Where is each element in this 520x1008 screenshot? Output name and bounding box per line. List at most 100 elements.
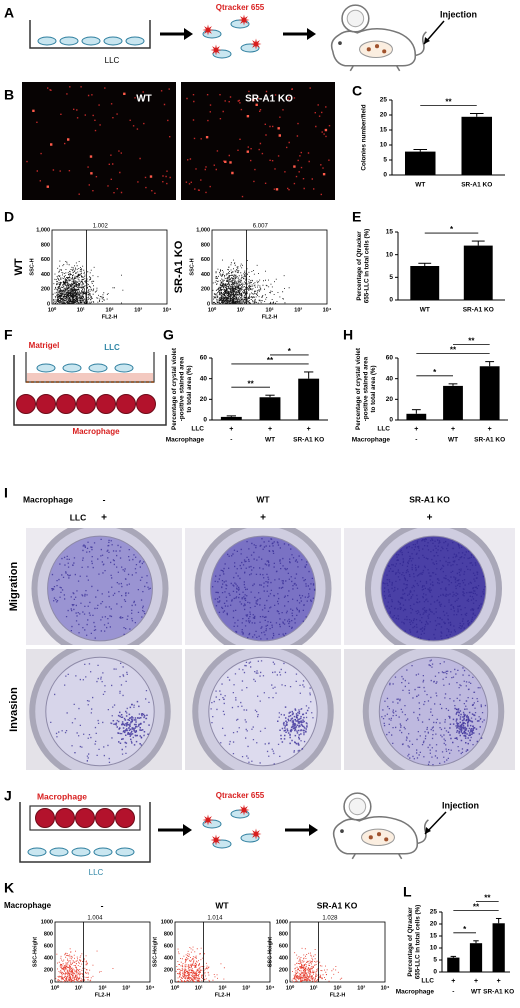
- row-label: Macrophage: [396, 989, 435, 996]
- y-axis-label: SSC-H: [189, 258, 195, 275]
- significance-label: **: [248, 379, 255, 388]
- mouse: [330, 4, 428, 72]
- x-tick-label: 10²: [334, 984, 342, 991]
- cell: [81, 36, 101, 46]
- cell: [62, 363, 82, 373]
- y-axis-label: SSC-Height: [267, 937, 273, 967]
- y-tick-label: 200: [279, 967, 288, 973]
- qtracker-star: [210, 834, 222, 846]
- y-tick-label: 1000: [41, 919, 53, 925]
- row-label: Macrophage: [352, 437, 391, 444]
- x-tick-label: WT: [420, 307, 430, 314]
- label: Qtracker 655: [216, 3, 265, 12]
- row-header: LLC: [70, 512, 87, 522]
- condition-label: +: [497, 978, 501, 985]
- panel-letter: J: [4, 788, 12, 804]
- cell-clump: [277, 706, 309, 750]
- y-tick-label: 400: [44, 955, 53, 961]
- x-axis-label: FL2-H: [262, 314, 278, 320]
- condition-label: +: [268, 426, 272, 433]
- gate-percentage: 6.007: [253, 224, 269, 230]
- y-tick-label: 5: [433, 957, 437, 964]
- y-tick-label: 1,000: [36, 227, 50, 233]
- y-tick-label: 25: [380, 97, 388, 104]
- y-tick-label: 0: [389, 297, 393, 304]
- cell: [36, 363, 56, 373]
- y-tick-label: 15: [430, 933, 438, 940]
- gate-percentage: 1.028: [322, 916, 338, 922]
- y-tick-label: 1,000: [196, 227, 210, 233]
- flow-events: [55, 948, 114, 983]
- y-tick-label: 1000: [161, 919, 173, 925]
- bar: [404, 151, 436, 175]
- plot-label: WT: [215, 900, 229, 910]
- panel-letter: I: [4, 485, 8, 501]
- x-axis-label: FL2-H: [95, 992, 111, 998]
- x-tick-label: -: [415, 437, 417, 444]
- significance-label: **: [450, 346, 457, 355]
- macrophage: [16, 394, 36, 414]
- macrophage: [36, 394, 56, 414]
- gate-percentage: 1.002: [93, 224, 109, 230]
- x-tick-label: 10⁴: [266, 985, 275, 991]
- x-axis-label: FL2-H: [102, 314, 118, 320]
- group-label: Macrophage: [4, 901, 52, 910]
- panel-letter: C: [352, 83, 362, 99]
- label: Macrophage: [37, 791, 87, 801]
- y-tick-label: 20: [386, 396, 394, 403]
- row-label: LLC: [191, 426, 204, 433]
- qtracker-star: [250, 828, 262, 840]
- qtracker-star: [238, 804, 250, 816]
- x-axis-label: FL2-H: [330, 992, 346, 998]
- y-tick-label: 200: [41, 287, 50, 293]
- y-tick-label: 600: [41, 257, 50, 263]
- qtracker-star: [202, 814, 214, 826]
- y-tick-label: 60: [200, 355, 208, 362]
- macrophage: [95, 808, 115, 828]
- y-tick-label: 800: [41, 242, 50, 248]
- panel-letter: K: [4, 880, 14, 896]
- condition-label: +: [229, 426, 233, 433]
- y-axis-label: -positive stained area: [179, 356, 186, 421]
- x-tick-label: SR-A1 KO: [474, 437, 505, 444]
- dish-image: [344, 649, 515, 770]
- y-tick-label: 10: [430, 945, 438, 952]
- y-axis-label: SSC-Height: [32, 937, 38, 967]
- flow-events: [212, 259, 290, 305]
- transwell-insert: [29, 805, 141, 831]
- x-tick-label: 10⁴: [146, 985, 155, 991]
- flow-events: [175, 946, 225, 983]
- y-tick-label: 800: [44, 931, 53, 937]
- significance-label: **: [445, 98, 452, 107]
- bar: [406, 413, 427, 420]
- condition-label: +: [414, 426, 418, 433]
- cell: [125, 36, 145, 46]
- column-label: -: [103, 494, 106, 504]
- significance-label: *: [433, 368, 437, 377]
- cell: [59, 36, 79, 46]
- cell: [93, 847, 113, 857]
- x-tick-label: 10⁰: [208, 306, 217, 313]
- y-tick-label: 10: [380, 142, 388, 149]
- x-tick-label: 10³: [357, 984, 365, 991]
- cell: [103, 36, 123, 46]
- row-label: Macrophage: [166, 437, 205, 444]
- cell: [115, 847, 135, 857]
- macrophage: [115, 808, 135, 828]
- plot-label: WT: [13, 258, 25, 275]
- dish-image: [344, 528, 515, 645]
- stained-membrane: [380, 535, 487, 642]
- y-tick-label: 15: [386, 229, 394, 236]
- significance-label: **: [468, 337, 475, 346]
- y-tick-label: 20: [380, 112, 388, 119]
- bar: [469, 943, 483, 972]
- arrow-head: [309, 824, 318, 836]
- cell: [27, 847, 47, 857]
- y-tick-label: 600: [201, 257, 210, 263]
- matrigel-layer: [27, 373, 153, 381]
- panel-letter: E: [352, 209, 361, 225]
- panel-letter: B: [4, 87, 14, 103]
- flow-events: [291, 947, 343, 983]
- column-label: WT: [256, 494, 270, 504]
- cell: [71, 847, 91, 857]
